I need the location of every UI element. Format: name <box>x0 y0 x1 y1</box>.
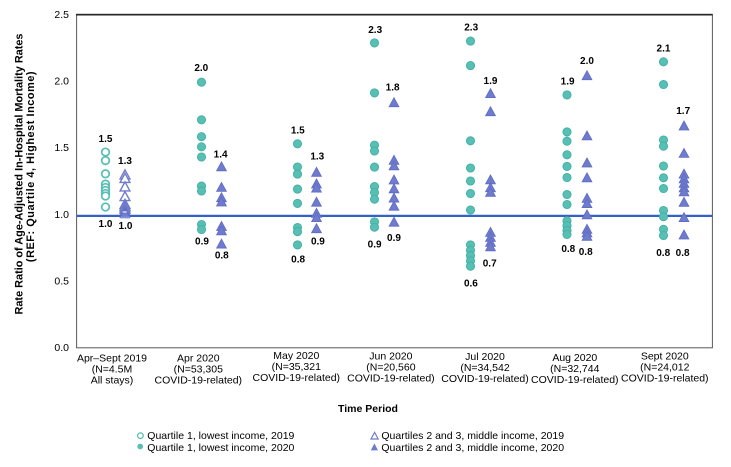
svg-text:2.3: 2.3 <box>368 25 382 36</box>
svg-text:(N=34,542: (N=34,542 <box>460 362 509 374</box>
svg-text:2.1: 2.1 <box>657 43 671 54</box>
svg-text:0.9: 0.9 <box>368 240 382 251</box>
svg-text:(N=35,321: (N=35,321 <box>272 361 321 373</box>
svg-text:COVID-19-related): COVID-19-related) <box>621 373 709 385</box>
svg-text:1.5: 1.5 <box>291 125 305 136</box>
svg-text:Quartiles 2 and 3, middle inco: Quartiles 2 and 3, middle income, 2020 <box>381 442 564 454</box>
svg-text:1.7: 1.7 <box>676 106 690 117</box>
svg-text:0.7: 0.7 <box>483 258 497 269</box>
svg-text:1.3: 1.3 <box>310 151 324 162</box>
svg-text:Quartiles 2 and 3, middle inco: Quartiles 2 and 3, middle income, 2019 <box>381 430 564 442</box>
svg-text:COVID-19-related): COVID-19-related) <box>253 372 341 384</box>
svg-text:0.9: 0.9 <box>387 233 401 244</box>
svg-text:0.8: 0.8 <box>656 248 670 259</box>
svg-text:Aug 2020: Aug 2020 <box>552 352 597 364</box>
svg-text:Jul 2020: Jul 2020 <box>465 351 505 363</box>
svg-text:1.0: 1.0 <box>54 209 69 221</box>
svg-text:1.5: 1.5 <box>99 134 113 145</box>
svg-text:All stays): All stays) <box>91 374 134 386</box>
svg-text:May 2020: May 2020 <box>273 350 319 362</box>
svg-text:0.8: 0.8 <box>579 247 593 258</box>
svg-text:0.8: 0.8 <box>291 255 305 266</box>
svg-text:1.0: 1.0 <box>119 221 133 232</box>
svg-text:Apr 2020: Apr 2020 <box>177 352 220 364</box>
svg-text:2.0: 2.0 <box>580 56 594 67</box>
svg-text:COVID-19-related): COVID-19-related) <box>347 373 435 385</box>
svg-text:1.9: 1.9 <box>484 76 498 87</box>
svg-text:1.4: 1.4 <box>214 150 228 161</box>
svg-text:0.8: 0.8 <box>215 251 229 262</box>
svg-text:1.9: 1.9 <box>561 76 575 87</box>
svg-text:0.8: 0.8 <box>676 248 690 259</box>
svg-text:Time Period: Time Period <box>338 403 398 415</box>
svg-text:1.3: 1.3 <box>118 156 132 167</box>
svg-text:Jun 2020: Jun 2020 <box>369 351 412 363</box>
svg-text:(N=53,305: (N=53,305 <box>174 363 223 375</box>
svg-text:2.0: 2.0 <box>54 76 69 88</box>
svg-text:COVID-19-related): COVID-19-related) <box>531 374 619 386</box>
svg-text:1.8: 1.8 <box>386 83 400 94</box>
svg-text:COVID-19-related): COVID-19-related) <box>155 374 243 386</box>
svg-text:Apr–Sept 2019: Apr–Sept 2019 <box>77 352 147 364</box>
svg-text:Quartile 1, lowest income, 201: Quartile 1, lowest income, 2019 <box>147 430 294 442</box>
svg-text:(N=4.5M: (N=4.5M <box>92 363 133 375</box>
svg-text:(REF: Quartile 4, Highest Inco: (REF: Quartile 4, Highest Income) <box>25 71 37 262</box>
svg-text:2.0: 2.0 <box>194 63 208 74</box>
svg-text:(N=32,744: (N=32,744 <box>550 363 599 375</box>
svg-text:1.5: 1.5 <box>54 142 69 154</box>
svg-text:Rate Ratio of Age-Adjusted In-: Rate Ratio of Age-Adjusted In-Hospital M… <box>13 34 25 315</box>
svg-text:0.6: 0.6 <box>464 279 478 290</box>
svg-text:2.5: 2.5 <box>54 9 69 21</box>
svg-text:Quartile 1, lowest income, 202: Quartile 1, lowest income, 2020 <box>147 442 294 454</box>
svg-text:2.3: 2.3 <box>464 23 478 34</box>
svg-text:0.8: 0.8 <box>561 244 575 255</box>
svg-text:0.9: 0.9 <box>311 237 325 248</box>
svg-text:0.0: 0.0 <box>54 342 69 354</box>
svg-text:1.0: 1.0 <box>99 219 113 230</box>
svg-text:(N=24,012: (N=24,012 <box>640 362 689 374</box>
svg-text:COVID-19-related): COVID-19-related) <box>441 373 529 385</box>
svg-text:(N=20,560: (N=20,560 <box>366 362 415 374</box>
svg-text:0.9: 0.9 <box>195 237 209 248</box>
svg-text:Sept 2020: Sept 2020 <box>641 351 689 363</box>
svg-text:0.5: 0.5 <box>54 275 69 287</box>
